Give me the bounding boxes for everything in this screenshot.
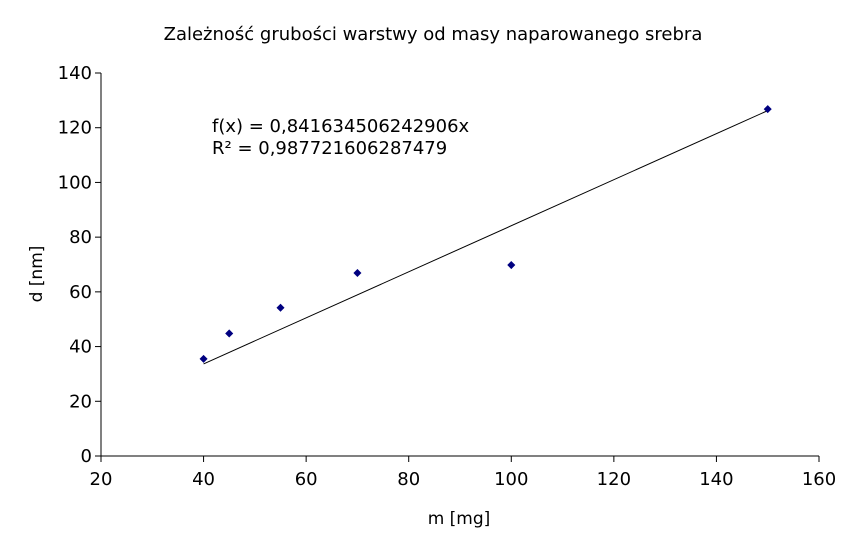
y-tick-label: 60 xyxy=(69,282,92,303)
data-point xyxy=(507,261,516,270)
data-point xyxy=(353,268,362,278)
x-axis-label: m [mg] xyxy=(428,509,491,529)
y-tick-labels: 0 20 40 60 80 100 120 140 xyxy=(58,63,92,467)
x-tick-label: 160 xyxy=(802,469,836,490)
y-tick-label: 140 xyxy=(58,63,92,84)
chart-title: Zależność grubości warstwy od masy napar… xyxy=(164,24,703,45)
x-tick-labels: 20 40 60 80 100 120 140 160 xyxy=(90,469,837,490)
y-tick-label: 100 xyxy=(58,172,92,193)
y-tick-label: 80 xyxy=(69,227,92,248)
y-axis-label: d [nm] xyxy=(27,246,47,303)
y-tick-label: 20 xyxy=(69,391,92,412)
x-tick-label: 40 xyxy=(192,469,215,490)
y-tick-label: 120 xyxy=(58,118,92,139)
y-tick-label: 0 xyxy=(81,446,92,467)
y-tick-label: 40 xyxy=(69,337,92,358)
data-point xyxy=(276,303,285,312)
x-tick-label: 60 xyxy=(295,469,318,490)
trendline-layer xyxy=(203,110,768,365)
data-point xyxy=(199,354,208,363)
trendline xyxy=(203,110,768,365)
trendline-equation: f(x) = 0,841634506242906x xyxy=(212,116,470,137)
axes xyxy=(95,72,820,462)
r-squared-label: R² = 0,987721606287479 xyxy=(212,138,447,159)
data-point xyxy=(763,105,772,114)
points-layer xyxy=(199,105,772,363)
x-tick-label: 140 xyxy=(699,469,733,490)
x-tick-label: 100 xyxy=(494,469,528,490)
data-point xyxy=(225,329,234,338)
x-tick-label: 80 xyxy=(397,469,420,490)
x-tick-label: 20 xyxy=(90,469,113,490)
x-tick-label: 120 xyxy=(597,469,631,490)
